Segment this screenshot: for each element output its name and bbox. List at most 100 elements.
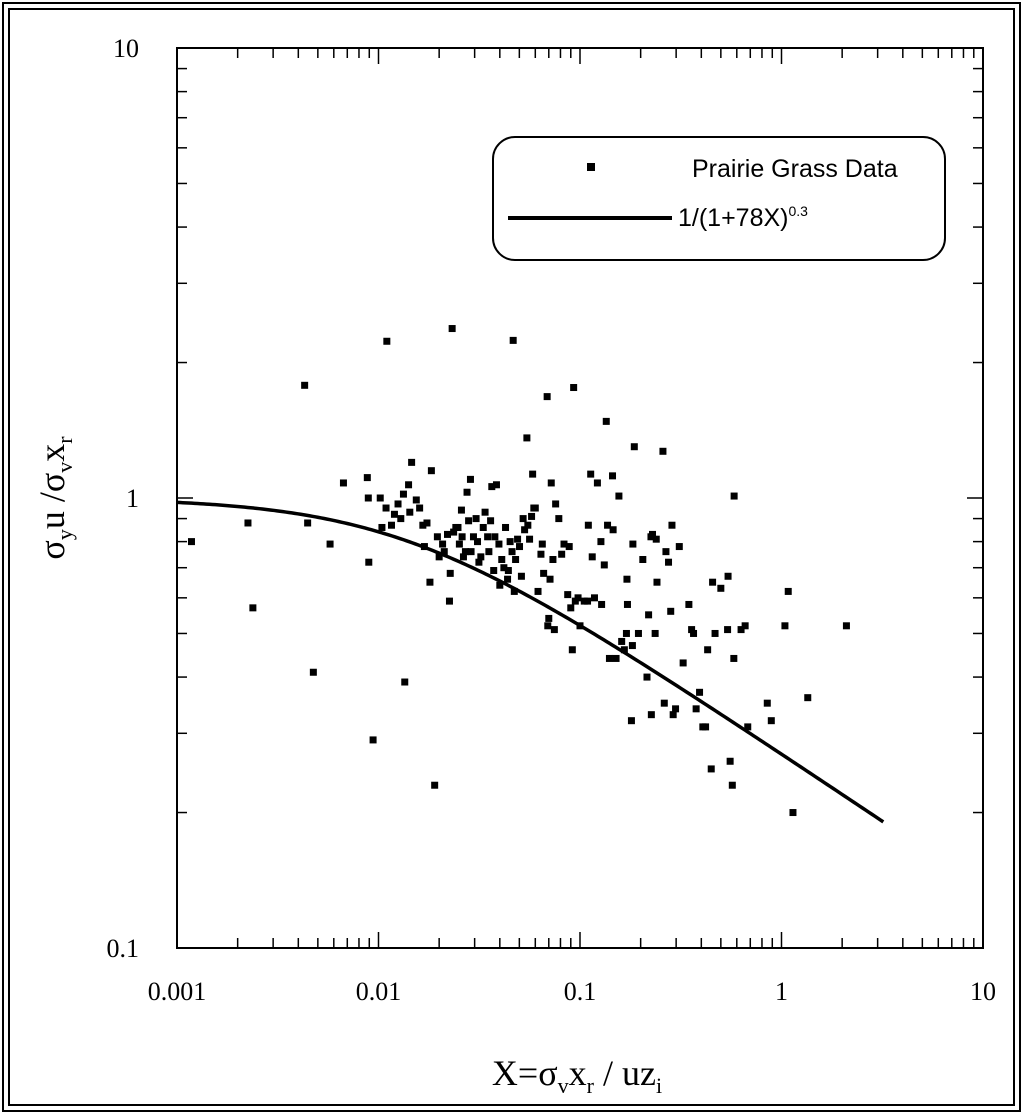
data-point: [567, 604, 575, 612]
data-point: [301, 381, 309, 389]
data-point: [491, 533, 499, 541]
data-point: [474, 538, 482, 546]
data-point: [390, 510, 398, 518]
data-point: [702, 723, 710, 731]
data-point: [477, 553, 485, 561]
data-point: [744, 723, 752, 731]
data-point: [789, 809, 797, 817]
data-point: [688, 626, 696, 634]
data-point: [704, 646, 712, 654]
data-point: [540, 569, 548, 577]
data-point: [724, 572, 732, 580]
data-point: [458, 533, 466, 541]
data-point: [528, 512, 536, 520]
data-point: [510, 587, 518, 595]
data-point: [647, 711, 655, 719]
data-point: [508, 548, 516, 556]
data-point: [416, 504, 424, 512]
inner-frame: [8, 8, 1015, 1106]
data-point: [685, 600, 693, 608]
y-axis-title-sub3: r: [52, 436, 77, 444]
data-point: [587, 470, 595, 478]
data-point: [612, 654, 620, 662]
data-point: [627, 717, 635, 725]
legend-curve-label-exp: 0.3: [789, 203, 809, 219]
fit-curve: [176, 500, 885, 824]
data-point: [519, 515, 527, 523]
data-point: [690, 629, 698, 637]
data-point: [667, 607, 675, 615]
data-point: [504, 567, 512, 575]
x-tick-label: 0.1: [564, 977, 597, 1006]
data-point: [558, 550, 566, 558]
y-tick-label: 10: [113, 34, 139, 63]
data-point: [590, 594, 598, 602]
data-point: [669, 711, 677, 719]
data-point: [544, 622, 552, 630]
data-point: [741, 622, 749, 630]
data-point: [649, 530, 657, 538]
data-point: [534, 587, 542, 595]
data-point: [397, 515, 405, 523]
data-point: [679, 659, 687, 667]
data-point: [609, 472, 617, 480]
data-point: [726, 757, 734, 765]
data-point: [628, 642, 636, 650]
data-point: [394, 500, 402, 508]
data-point: [435, 553, 443, 561]
data-point: [383, 337, 391, 345]
tick-marks: [176, 48, 983, 949]
data-point: [500, 564, 508, 572]
data-point: [600, 561, 608, 569]
data-point: [466, 475, 474, 483]
data-point: [498, 556, 506, 564]
y-tick-label: 1: [126, 484, 139, 513]
data-point: [488, 483, 496, 491]
data-point: [487, 517, 495, 525]
data-point: [543, 393, 551, 401]
x-axis-title-part3: / uz: [594, 1053, 656, 1093]
data-point: [523, 434, 531, 442]
data-point: [363, 474, 371, 482]
data-point: [717, 584, 725, 592]
data-point: [730, 654, 738, 662]
data-point: [495, 540, 503, 548]
data-point: [405, 481, 413, 489]
data-point: [450, 528, 458, 536]
points-layer: [187, 325, 850, 817]
data-point: [767, 717, 775, 725]
data-point: [602, 417, 610, 425]
data-point: [645, 611, 653, 619]
data-point: [709, 578, 717, 586]
data-point: [369, 736, 377, 744]
data-point: [309, 668, 317, 676]
data-point: [547, 479, 555, 487]
data-point: [652, 535, 660, 543]
data-point: [484, 533, 492, 541]
data-point: [504, 575, 512, 583]
data-point: [433, 533, 441, 541]
data-point: [634, 629, 642, 637]
data-point: [492, 481, 500, 489]
data-point: [412, 496, 420, 504]
data-point: [496, 581, 504, 589]
curve-layer: [176, 500, 885, 824]
data-point: [490, 567, 498, 575]
data-point: [672, 705, 680, 713]
data-point: [549, 556, 557, 564]
data-point: [339, 479, 347, 487]
data-point: [560, 540, 568, 548]
data-point: [630, 443, 638, 451]
data-point: [565, 543, 573, 551]
y-axis-title-sub1: y: [52, 529, 77, 540]
data-point: [387, 521, 395, 529]
data-point: [660, 699, 668, 707]
data-point: [304, 519, 312, 527]
data-point: [696, 688, 704, 696]
data-point: [524, 521, 532, 529]
data-point: [475, 558, 483, 566]
data-point: [623, 575, 631, 583]
data-point: [399, 490, 407, 498]
